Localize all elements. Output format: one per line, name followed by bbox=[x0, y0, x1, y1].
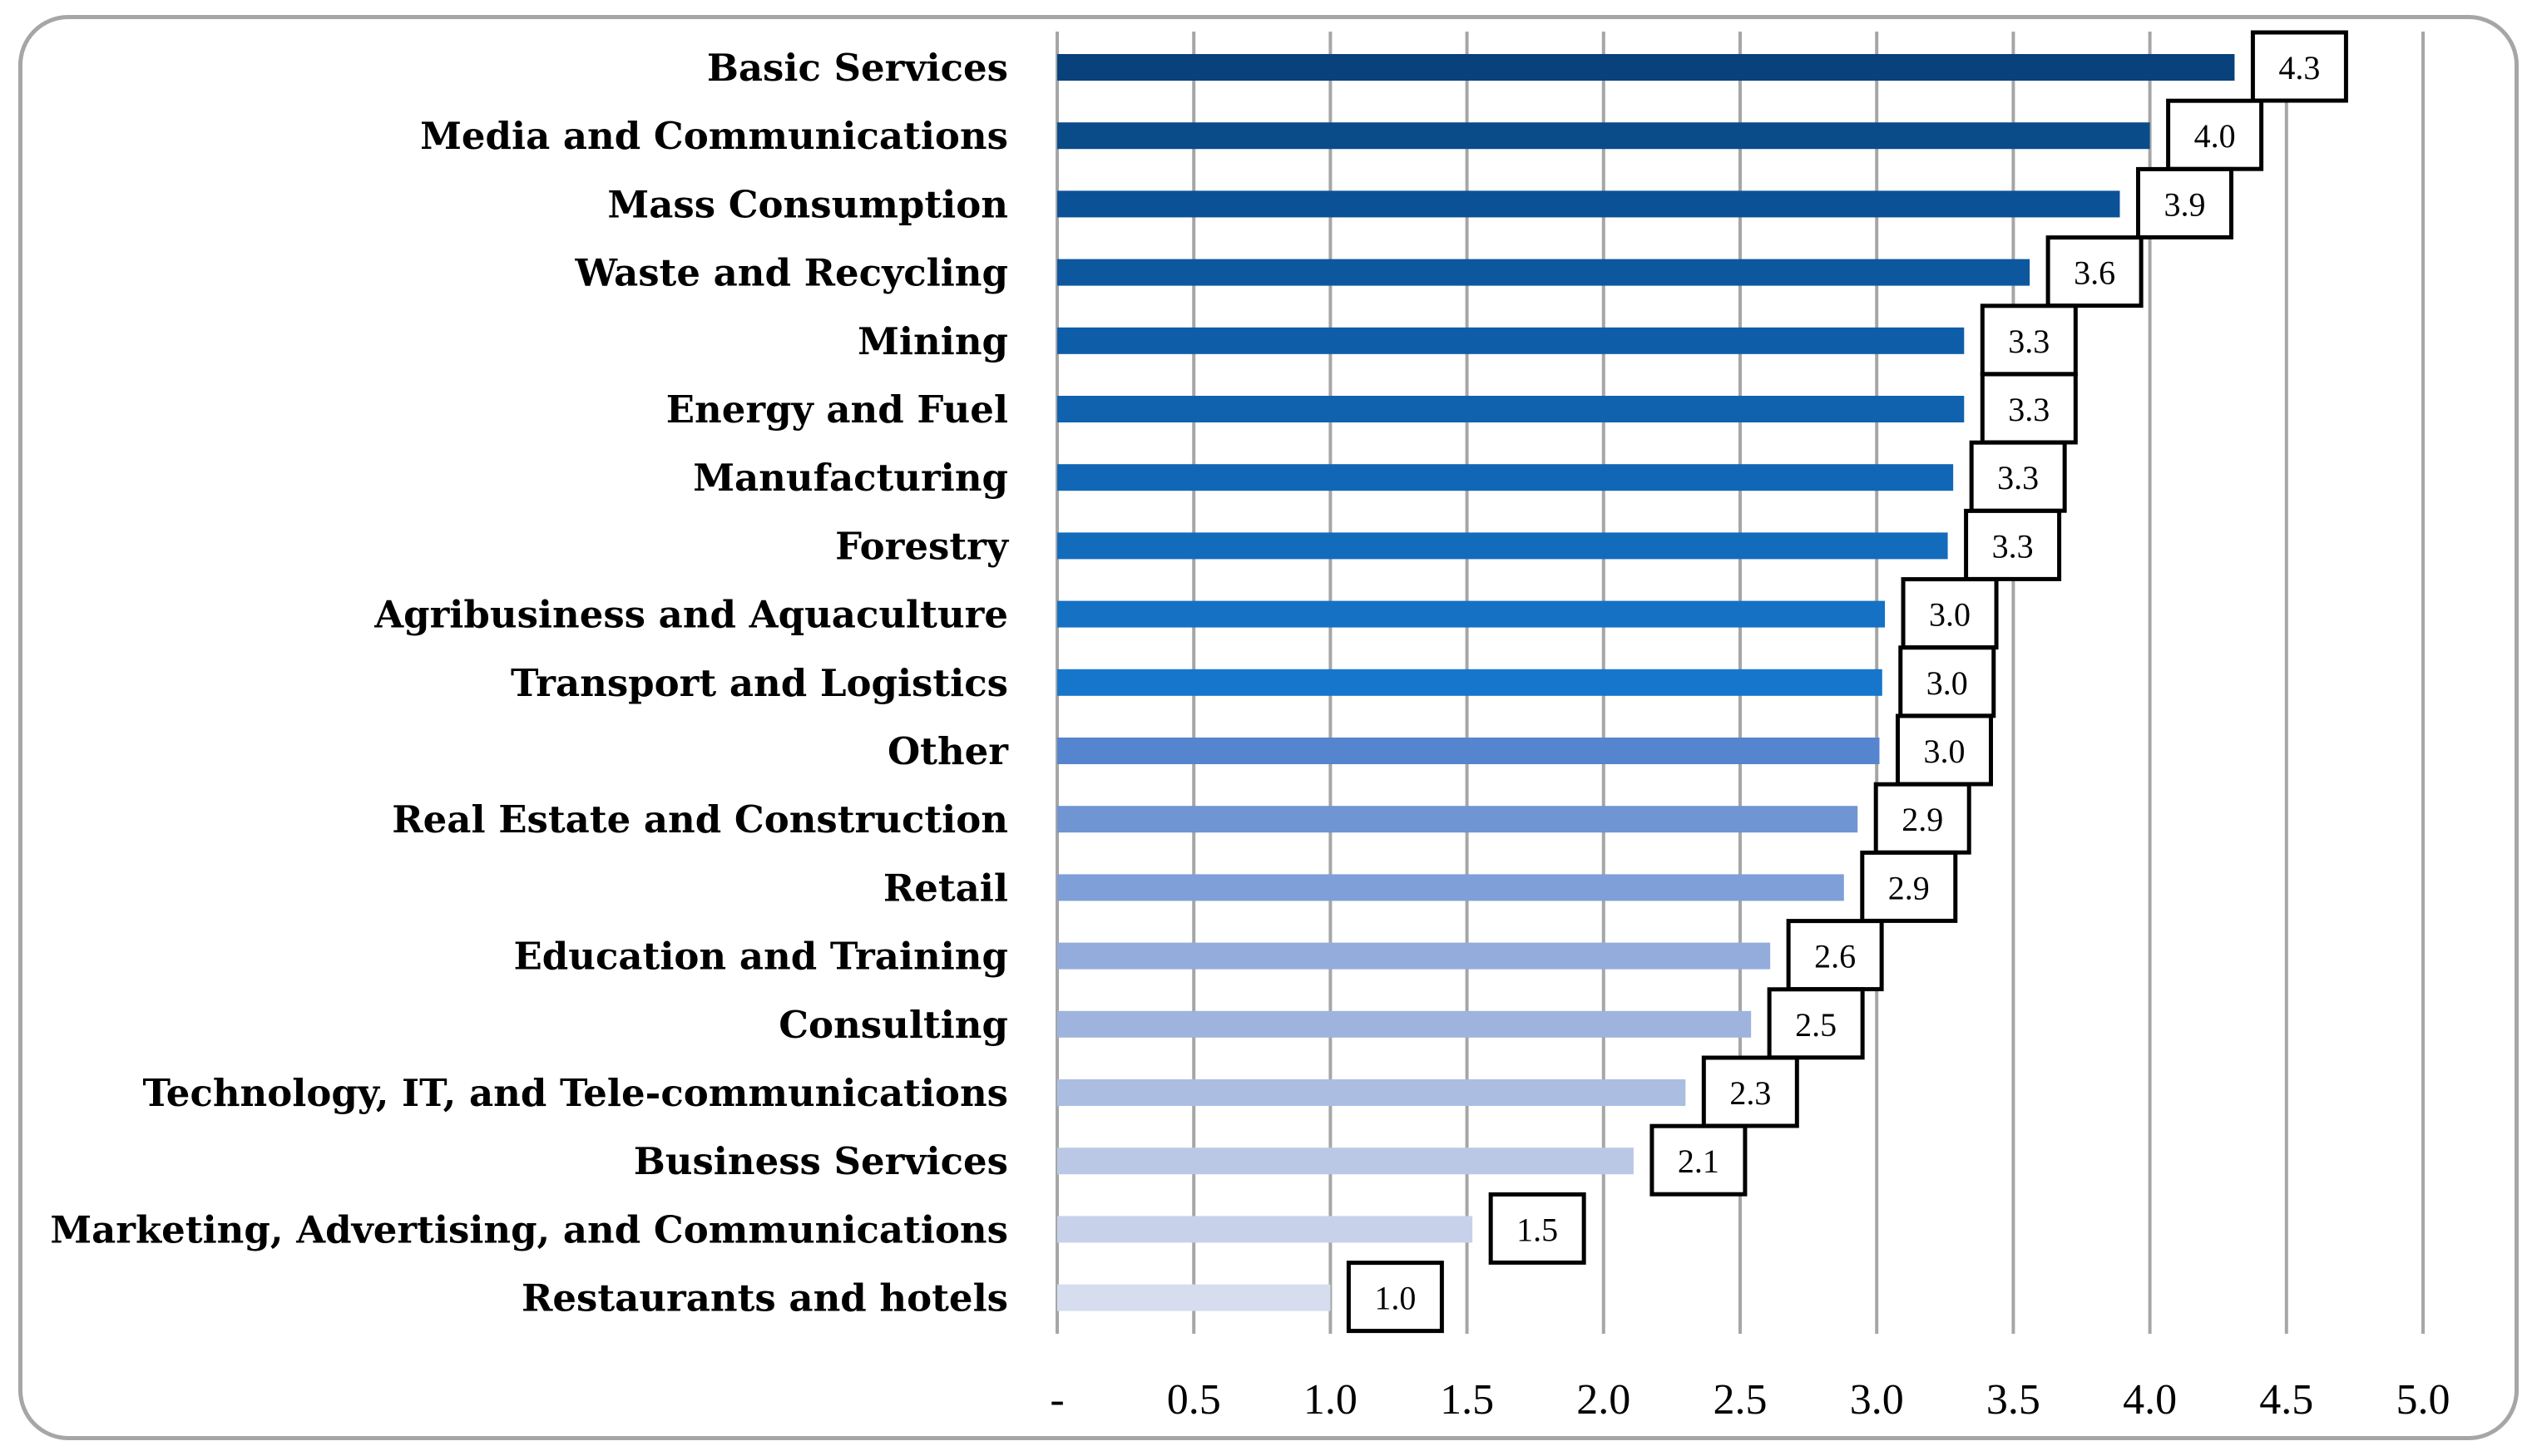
x-tick-label: 0.5 bbox=[1167, 1376, 1221, 1424]
category-label: Other bbox=[888, 729, 1009, 773]
bar-2 bbox=[1057, 190, 2120, 218]
category-label: Energy and Fuel bbox=[666, 387, 1008, 432]
data-label-box bbox=[1346, 1261, 1444, 1334]
category-label: Real Estate and Construction bbox=[392, 797, 1008, 842]
category-label: Mass Consumption bbox=[607, 182, 1008, 226]
data-label-box bbox=[2250, 30, 2348, 103]
data-label: 2.9 bbox=[1902, 801, 1943, 838]
bar-10 bbox=[1057, 738, 1880, 764]
bar-5 bbox=[1057, 396, 1965, 422]
bar-8 bbox=[1057, 600, 1886, 628]
bar-18 bbox=[1057, 1284, 1331, 1311]
category-label: Manufacturing bbox=[693, 456, 1008, 500]
data-label: 3.9 bbox=[2164, 185, 2205, 223]
data-label-box bbox=[1898, 645, 1996, 718]
data-label: 2.9 bbox=[1888, 869, 1930, 906]
bar-11 bbox=[1057, 806, 1858, 833]
bar-15 bbox=[1057, 1079, 1686, 1106]
data-label: 3.0 bbox=[1926, 664, 1968, 702]
data-label: 4.3 bbox=[2278, 49, 2320, 86]
data-label: 2.6 bbox=[1814, 938, 1856, 975]
bar-16 bbox=[1057, 1148, 1634, 1175]
category-label: Forestry bbox=[835, 524, 1010, 568]
x-tick-label: 5.0 bbox=[2396, 1376, 2450, 1424]
data-label: 3.3 bbox=[1992, 527, 2034, 565]
data-label: 1.0 bbox=[1374, 1280, 1416, 1317]
x-tick-label: 4.0 bbox=[2123, 1376, 2177, 1424]
category-label: Business Services bbox=[634, 1139, 1008, 1183]
data-label-box bbox=[2135, 166, 2233, 239]
category-label: Retail bbox=[883, 866, 1008, 910]
bar-14 bbox=[1057, 1010, 1752, 1038]
category-label: Restaurants and hotels bbox=[522, 1276, 1008, 1320]
category-label: Waste and Recycling bbox=[574, 251, 1008, 295]
bar-12 bbox=[1057, 874, 1844, 901]
category-label: Education and Training bbox=[514, 935, 1009, 979]
data-label: 4.0 bbox=[2194, 117, 2236, 155]
data-label-box bbox=[1767, 987, 1865, 1060]
category-label: Agribusiness and Aquaculture bbox=[373, 593, 1008, 637]
bar-1 bbox=[1057, 122, 2150, 150]
data-label-box bbox=[1860, 850, 1958, 923]
data-label-box bbox=[1895, 713, 1993, 787]
data-label: 3.3 bbox=[1997, 459, 2039, 496]
data-label-box bbox=[1969, 440, 2067, 513]
data-label-box bbox=[2166, 98, 2264, 171]
data-label-box bbox=[1873, 782, 1971, 855]
data-label-box bbox=[1786, 919, 1884, 992]
x-tick-label: 3.5 bbox=[1986, 1376, 2040, 1424]
category-label: Transport and Logistics bbox=[511, 661, 1008, 705]
data-label: 2.1 bbox=[1678, 1143, 1719, 1180]
bar-3 bbox=[1057, 259, 2030, 286]
data-label-box bbox=[1901, 577, 1999, 650]
bar-9 bbox=[1057, 669, 1882, 696]
data-label: 3.3 bbox=[2008, 323, 2050, 360]
bar-6 bbox=[1057, 464, 1954, 491]
data-label: 3.0 bbox=[1923, 733, 1965, 770]
data-label: 2.3 bbox=[1729, 1074, 1771, 1112]
data-label-box bbox=[1701, 1055, 1799, 1128]
bar-0 bbox=[1057, 54, 2235, 81]
data-label-box bbox=[1649, 1123, 1748, 1197]
x-tick-label: 3.0 bbox=[1850, 1376, 1904, 1424]
data-label: 3.0 bbox=[1929, 596, 1971, 634]
category-label: Technology, IT, and Tele-communications bbox=[142, 1071, 1008, 1115]
x-tick-label: - bbox=[1050, 1376, 1064, 1424]
data-label: 3.6 bbox=[2074, 254, 2115, 292]
x-tick-label: 4.5 bbox=[2259, 1376, 2313, 1424]
bar-7 bbox=[1057, 532, 1948, 560]
data-label: 2.5 bbox=[1795, 1006, 1837, 1044]
category-label: Marketing, Advertising, and Communicatio… bbox=[50, 1207, 1008, 1251]
category-label: Mining bbox=[858, 319, 1008, 363]
data-label-box bbox=[1488, 1192, 1586, 1265]
x-tick-label: 2.5 bbox=[1714, 1376, 1768, 1424]
data-label-box bbox=[1980, 304, 2078, 377]
data-label-box bbox=[2045, 235, 2144, 308]
data-label: 3.3 bbox=[2008, 391, 2050, 428]
category-label: Basic Services bbox=[707, 46, 1008, 90]
category-label: Media and Communications bbox=[420, 114, 1008, 158]
category-label: Consulting bbox=[779, 1003, 1008, 1047]
x-tick-label: 2.0 bbox=[1576, 1376, 1630, 1424]
data-label-box bbox=[1964, 508, 2062, 581]
bar-17 bbox=[1057, 1216, 1473, 1243]
bar-4 bbox=[1057, 327, 1965, 354]
x-tick-label: 1.0 bbox=[1303, 1376, 1358, 1424]
bar-13 bbox=[1057, 942, 1771, 970]
x-tick-label: 1.5 bbox=[1440, 1376, 1494, 1424]
data-label: 1.5 bbox=[1516, 1211, 1558, 1248]
